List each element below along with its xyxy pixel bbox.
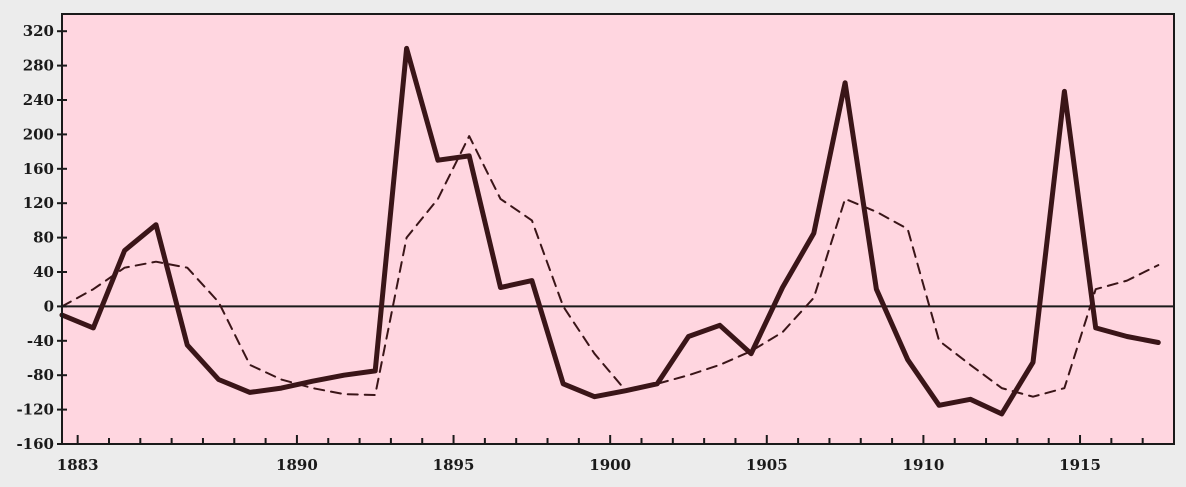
x-tick-label: 1910 [903,456,945,474]
plot-frame [61,13,1175,445]
y-tick-label: 40 [33,263,54,281]
x-tick-label: 1883 [57,456,99,474]
plot-area [62,14,1174,444]
y-tick-label: -40 [27,332,54,350]
series-dashed-line [61,135,1160,398]
x-tick-label: 1900 [589,456,631,474]
y-tick-label: 200 [23,125,54,143]
x-tick-label: 1905 [746,456,788,474]
y-tick-label: 120 [23,194,54,212]
y-tick-label: -120 [16,401,54,419]
y-tick-label: 80 [33,229,54,247]
y-tick-label: -160 [16,435,54,453]
x-tick-label: 1890 [276,456,318,474]
y-tick-label: 320 [23,22,54,40]
x-tick-label: 1895 [433,456,475,474]
series-solid-line [59,45,1161,417]
y-tick-label: 0 [44,297,54,315]
y-tick-label: 240 [23,91,54,109]
y-tick-label: 160 [23,160,54,178]
y-tick-label: 280 [23,57,54,75]
x-tick-label: 1915 [1059,456,1101,474]
y-tick-label: -80 [27,366,54,384]
